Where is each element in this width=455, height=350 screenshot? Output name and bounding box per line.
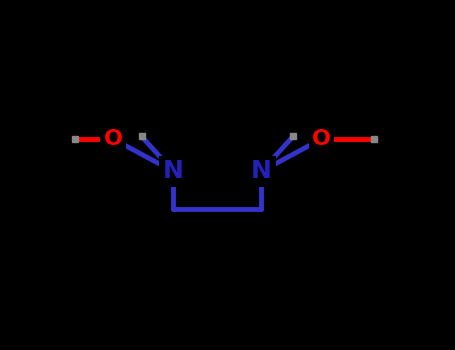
Text: O: O	[312, 129, 331, 149]
Text: O: O	[104, 129, 123, 149]
Text: N: N	[163, 159, 184, 183]
Text: N: N	[251, 159, 272, 183]
